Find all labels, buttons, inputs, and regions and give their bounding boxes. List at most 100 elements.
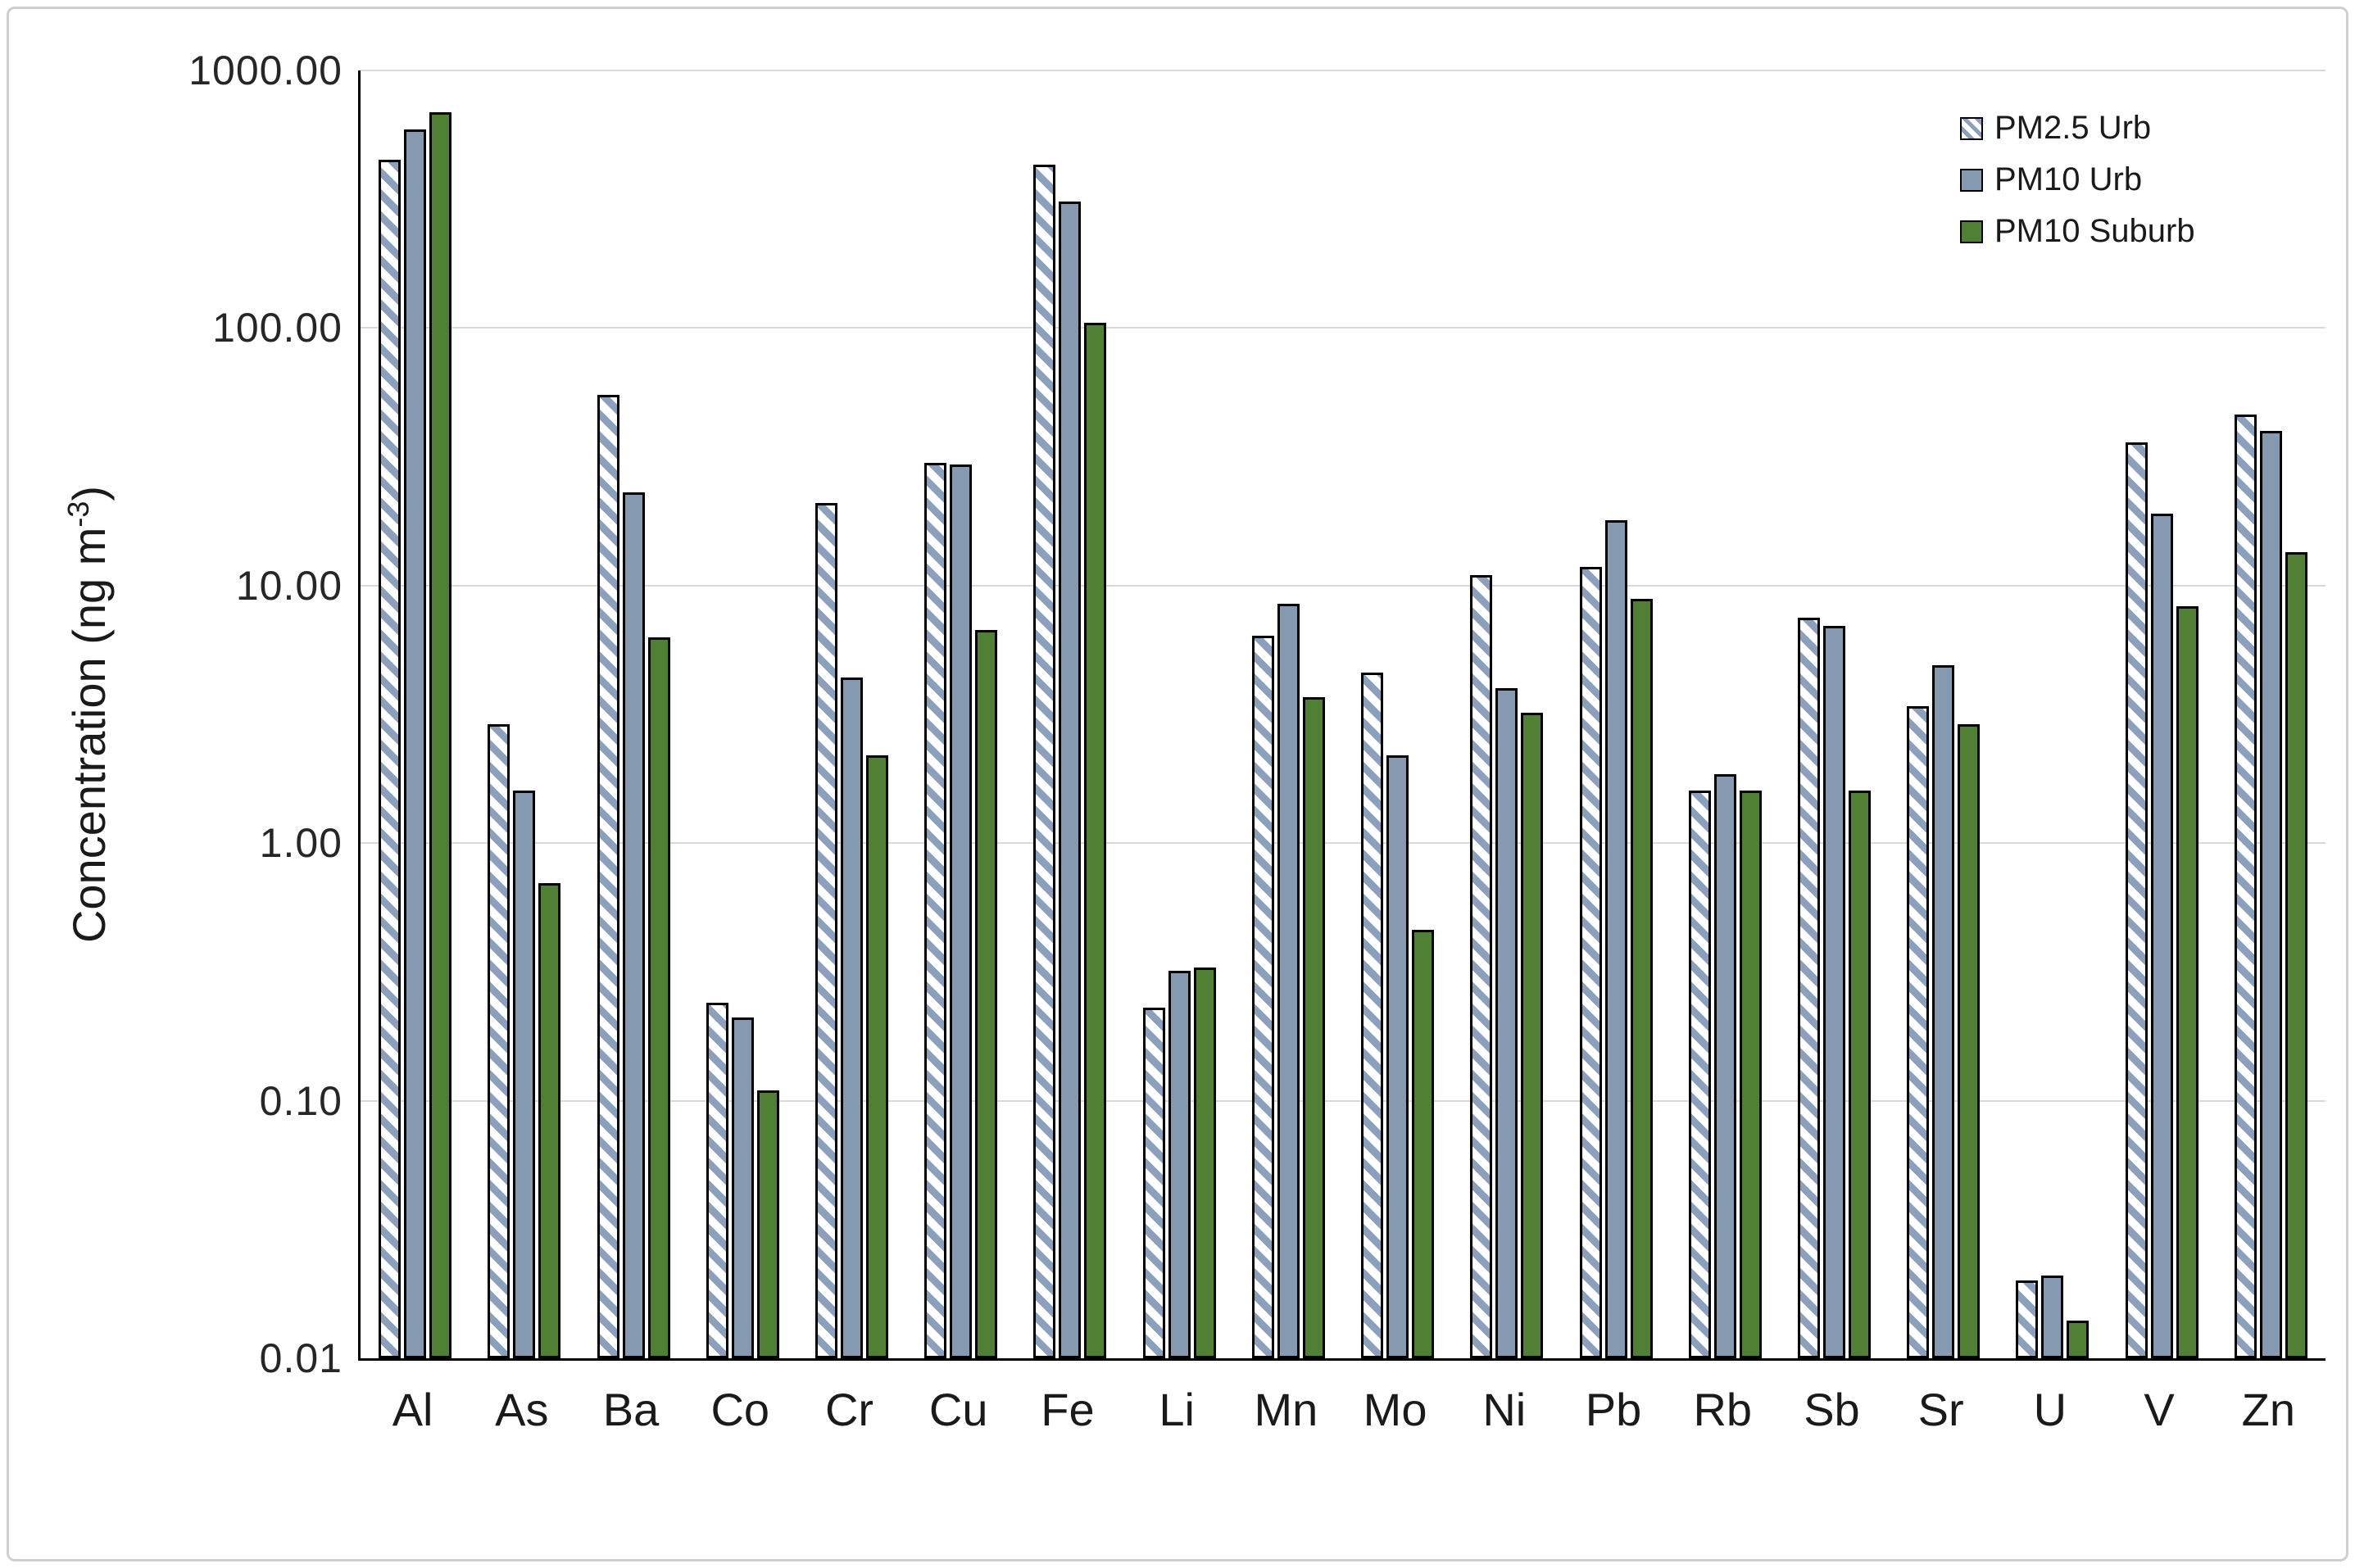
bar-pm10-urb-sr [1932,665,1955,1358]
x-tick-label-v: V [2144,1384,2175,1435]
bar-pm2-5-urb-cu [924,462,947,1358]
bar-pm10-suburb-fe [1084,322,1107,1358]
bar-group-as [470,70,579,1358]
bar-pm2-5-urb-al [379,160,402,1358]
bar-pm2-5-urb-v [2125,442,2148,1358]
x-tick-label-li: Li [1159,1384,1195,1435]
bar-pm10-urb-mn [1277,604,1300,1358]
bar-pm10-suburb-co [756,1090,779,1358]
bar-pm2-5-urb-zn [2234,415,2257,1358]
bar-group-ba [579,70,687,1358]
bar-pm10-suburb-al [429,111,452,1358]
bar-pm2-5-urb-li [1142,1007,1165,1358]
bar-pm10-urb-mo [1386,755,1409,1358]
y-tick-label: 0.01 [259,1335,343,1381]
bar-pm10-urb-sb [1822,625,1845,1358]
x-tick-label-sb: Sb [1804,1384,1860,1435]
bar-pm2-5-urb-cr [814,502,837,1358]
bar-group-fe [1015,70,1124,1358]
bar-pm2-5-urb-mn [1251,635,1274,1358]
bar-pm10-suburb-v [2176,606,2198,1358]
x-axis-labels: Al As Ba Co Cr Cu Fe Li Mn Mo Ni Pb Rb Sb Sr U V Zn [358,1383,2323,1436]
bar-pm10-urb-as [513,791,536,1358]
bar-pm10-suburb-sb [1848,791,1871,1358]
legend-item: PM10 Suburb [1960,213,2195,250]
x-tick-label-fe: Fe [1041,1384,1095,1435]
bar-pm10-suburb-mo [1412,930,1435,1358]
bar-group-zn [2217,70,2326,1358]
bar-pm10-suburb-rb [1739,791,1762,1358]
y-tick-label: 1000.00 [188,48,343,93]
bar-group-mn [1234,70,1343,1358]
bar-pm2-5-urb-rb [1688,791,1711,1358]
legend-label: PM10 Suburb [1994,213,2195,249]
bar-pm10-urb-al [404,129,427,1358]
plot-area [358,70,2326,1361]
bar-pm2-5-urb-sr [1907,706,1930,1358]
gridline-1000.00 [361,70,2326,71]
bar-pm10-urb-cu [950,465,973,1358]
bar-pm2-5-urb-ba [597,395,619,1358]
bar-group-sb [1780,70,1889,1358]
bar-group-u [1998,70,2107,1358]
legend-swatch [1960,116,1983,140]
gridline-1.00 [361,842,2326,845]
bar-pm10-suburb-sr [1958,723,1981,1358]
gridline-100.00 [361,327,2326,329]
bar-group-cr [797,70,906,1358]
legend-label: PM2.5 Urb [1994,110,2152,146]
legend-item: PM10 Urb [1960,161,2195,198]
bar-group-v [2108,70,2217,1358]
x-tick-label-mn: Mn [1254,1384,1318,1435]
x-tick-label-sr: Sr [1917,1384,1964,1435]
legend-label: PM10 Urb [1994,161,2143,197]
bar-pm10-urb-u [2041,1275,2064,1358]
bar-pm10-urb-zn [2259,430,2282,1358]
legend-swatch [1960,168,1983,192]
bar-pm10-suburb-ni [1521,713,1544,1358]
y-tick-label: 0.10 [259,1077,343,1124]
bar-pm10-urb-v [2150,514,2173,1358]
bar-group-sr [1889,70,1998,1358]
bar-pm10-urb-co [731,1017,754,1358]
bars [361,70,2326,1358]
bar-pm10-suburb-u [2067,1321,2090,1358]
gridline-10.00 [361,584,2326,587]
bar-group-li [1125,70,1234,1358]
bar-group-cu [906,70,1015,1358]
legend-swatch [1960,220,1983,243]
bar-pm10-urb-ni [1495,687,1518,1358]
bar-pm2-5-urb-sb [1797,618,1820,1358]
bar-group-ni [1452,70,1561,1358]
x-tick-label-u: U [2033,1384,2067,1435]
bar-pm10-suburb-as [538,882,561,1358]
x-tick-label-al: Al [392,1384,433,1435]
bar-pm10-urb-rb [1713,774,1736,1358]
bar-pm10-urb-li [1168,970,1191,1358]
x-tick-label-co: Co [710,1384,770,1435]
x-tick-label-rb: Rb [1693,1384,1753,1435]
bar-pm10-suburb-ba [647,637,670,1358]
bar-pm2-5-urb-as [488,723,510,1358]
bar-pm10-suburb-cu [975,630,998,1358]
x-tick-label-pb: Pb [1585,1384,1642,1435]
bar-group-co [688,70,797,1358]
x-tick-label-cu: Cu [928,1384,988,1435]
bar-pm10-urb-pb [1604,519,1627,1358]
bar-pm10-urb-ba [622,492,645,1358]
bar-pm10-suburb-cr [865,755,888,1358]
bar-group-pb [1561,70,1670,1358]
bar-pm2-5-urb-u [2016,1280,2039,1358]
legend-item: PM2.5 Urb [1960,110,2195,147]
legend: PM2.5 Urb PM10 Urb PM10 Suburb [1960,110,2195,265]
y-tick-label: 1.00 [259,820,343,867]
y-axis-labels: 1000.00 100.00 10.00 1.00 0.10 0.01 [0,48,343,1381]
bar-group-al [361,70,470,1358]
x-tick-label-zn: Zn [2241,1384,2295,1435]
x-tick-label-as: As [495,1384,549,1435]
bar-group-mo [1343,70,1452,1358]
bar-pm10-suburb-pb [1630,598,1653,1358]
x-tick-label-mo: Mo [1363,1384,1427,1435]
bar-pm10-urb-cr [840,677,863,1358]
bar-pm2-5-urb-co [706,1003,728,1358]
